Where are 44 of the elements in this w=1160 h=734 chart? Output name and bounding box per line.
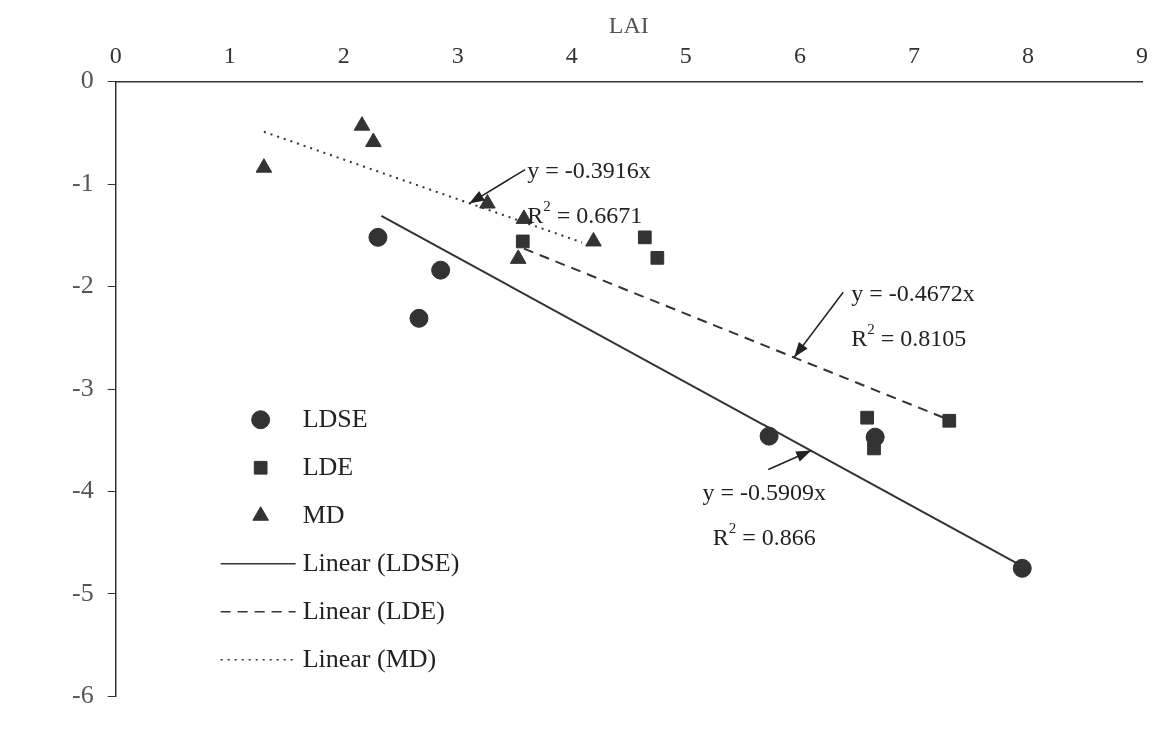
point	[255, 158, 273, 173]
x-axis-title: LAI	[608, 11, 649, 38]
point	[409, 308, 429, 328]
legend-label: Linear (LDSE)	[302, 547, 460, 577]
y-tick-label: -3	[71, 372, 94, 402]
legend-label: Linear (MD)	[302, 643, 437, 673]
legend-label: Linear (LDE)	[302, 595, 445, 625]
x-tick-label: 0	[109, 42, 122, 69]
point	[431, 260, 451, 280]
point	[942, 413, 957, 428]
x-tick-label: 4	[565, 42, 578, 69]
x-tick-label: 1	[223, 42, 236, 69]
y-tick-label: -5	[71, 577, 94, 607]
point	[650, 250, 665, 265]
point	[585, 231, 602, 247]
point	[368, 227, 388, 247]
point	[515, 234, 530, 249]
legend-label: LDE	[302, 451, 354, 481]
x-tick-label: 7	[907, 42, 920, 69]
x-tick-label: 8	[1021, 42, 1034, 69]
point	[479, 194, 496, 209]
y-tick-label: -1	[71, 167, 94, 197]
point	[860, 410, 875, 425]
y-tick-label: -2	[71, 270, 94, 300]
point	[865, 427, 885, 447]
x-tick-label: 9	[1136, 42, 1148, 69]
point	[1012, 558, 1032, 578]
legend-label: MD	[302, 499, 345, 529]
point	[353, 116, 371, 131]
point	[637, 230, 652, 245]
point	[365, 132, 382, 148]
y-tick-label: -6	[71, 680, 94, 710]
point	[509, 249, 527, 264]
point	[759, 426, 779, 446]
annotation: y = -0.3916x	[527, 156, 651, 183]
x-tick-label: 2	[337, 42, 350, 69]
legend-label: LDSE	[302, 403, 368, 433]
x-tick-label: 5	[679, 42, 692, 69]
x-tick-label: 6	[793, 42, 806, 69]
annotation: y = -0.5909x	[702, 478, 827, 505]
y-tick-label: -4	[71, 475, 94, 505]
annotation: y = -0.4672x	[851, 279, 975, 306]
x-tick-label: 3	[451, 42, 464, 69]
y-tick-label: 0	[80, 65, 94, 95]
